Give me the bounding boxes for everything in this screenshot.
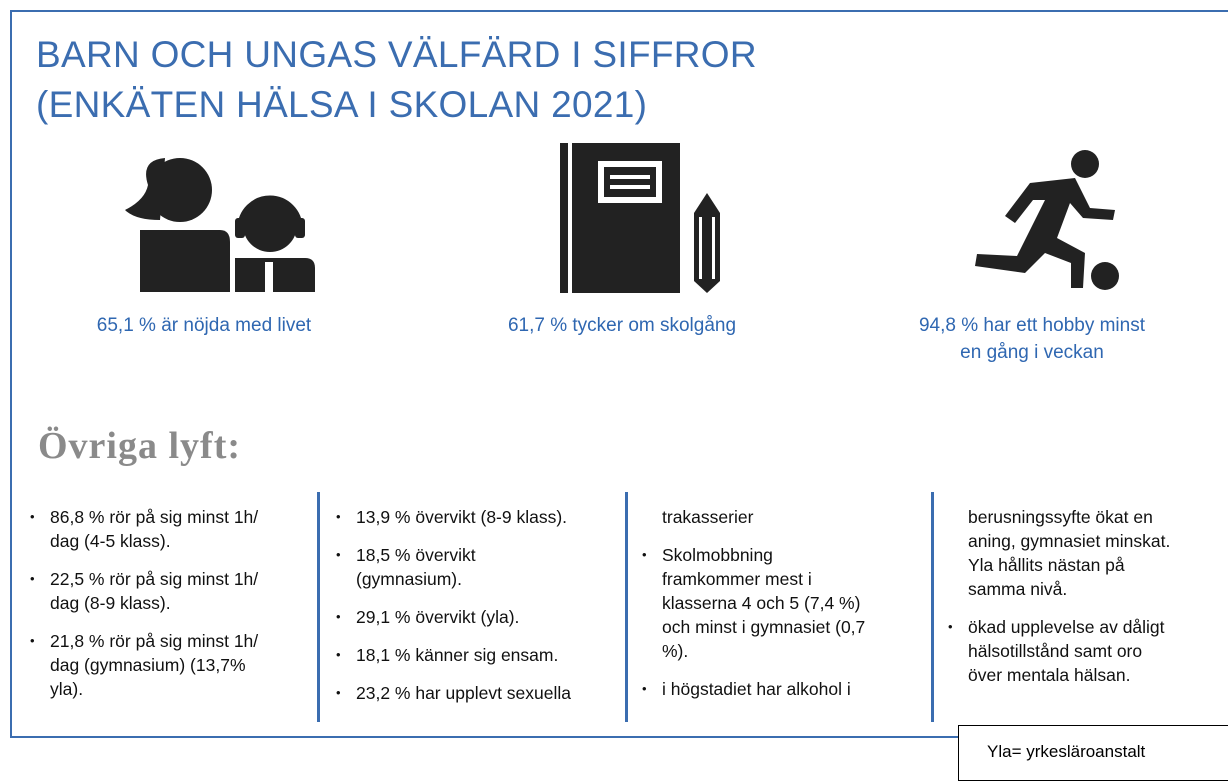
highlight: 94,8 % har ett hobby minst en gång i vec…: [918, 315, 1145, 363]
separator: [625, 492, 628, 722]
bullet-item: i högstadiet har alkohol i: [640, 677, 925, 701]
column: trakasserier Skolmobbning framkommer mest…: [640, 505, 925, 715]
bullet-item: 22,5 % rör på sig minst 1h/ dag (8-9 kla…: [28, 567, 313, 615]
bullet-item: Skolmobbning framkommer mest i klasserna…: [640, 543, 925, 663]
bullet-item: 18,1 % känner sig ensam.: [334, 643, 619, 667]
bullet-item: 23,2 % har upplevt sexuella: [334, 681, 619, 705]
column: 13,9 % övervikt (8-9 klass). 18,5 % överv…: [334, 505, 619, 719]
children-icon: [125, 158, 315, 292]
title: BARN OCH UNGAS VÄLFÄRD I SIFFROR (ENKÄTE…: [36, 30, 757, 130]
footnote: Yla= yrkesläroanstalt: [958, 725, 1228, 781]
highlight: 61,7 % tycker om skolgång: [507, 315, 737, 336]
bullet-item: 29,1 % övervikt (yla).: [334, 605, 619, 629]
football-icon: [975, 150, 1119, 290]
section-title: Övriga lyft:: [38, 425, 242, 467]
highlight: 65,1 % är nöjda med livet: [96, 315, 312, 336]
frame: [10, 10, 1228, 738]
separator: [931, 492, 934, 722]
bullet-item: 86,8 % rör på sig minst 1h/ dag (4-5 kla…: [28, 505, 313, 553]
separator: [317, 492, 320, 722]
title-line: BARN OCH UNGAS VÄLFÄRD I SIFFROR: [36, 34, 757, 75]
bullet-item: 13,9 % övervikt (8-9 klass).: [334, 505, 619, 529]
continued-text: berusningssyfte ökat en aning, gymnasiet…: [968, 507, 1171, 599]
column: berusningssyfte ökat en aning, gymnasiet…: [946, 505, 1228, 701]
bullet-item: 18,5 % övervikt (gymnasium).: [334, 543, 619, 591]
bullet-item: 21,8 % rör på sig minst 1h/ dag (gymnasi…: [28, 629, 313, 701]
column: 86,8 % rör på sig minst 1h/ dag (4-5 kla…: [28, 505, 313, 715]
title-line: (ENKÄTEN HÄLSA I SKOLAN 2021): [36, 84, 648, 125]
bullet-item: ökad upplevelse av dåligt hälsotillstånd…: [946, 615, 1228, 687]
continued-text: trakasserier: [662, 507, 754, 527]
notebook-icon: [560, 143, 720, 293]
